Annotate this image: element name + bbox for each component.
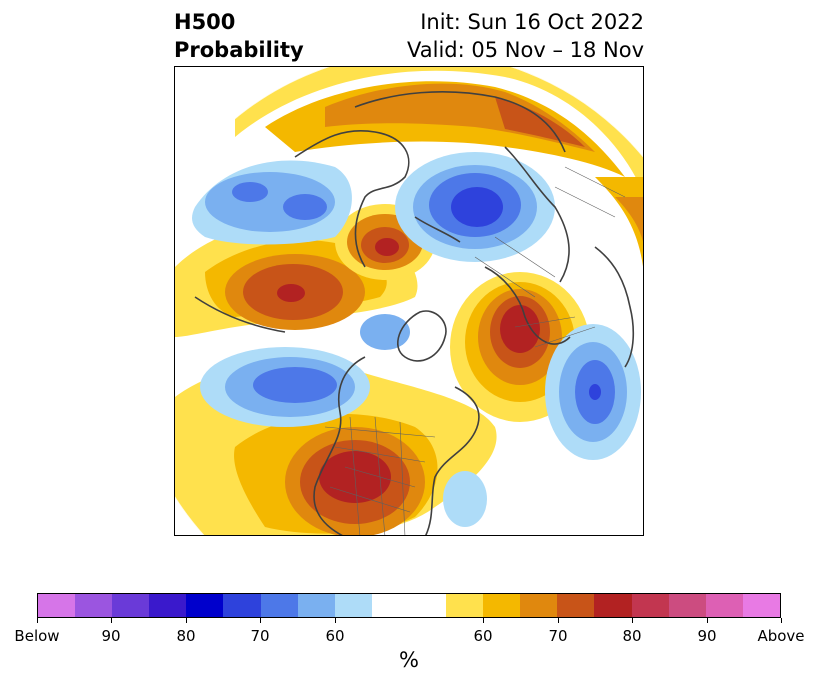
colorbar-cell xyxy=(149,594,187,617)
below-region-atlantic xyxy=(545,324,641,460)
colorbar-tick xyxy=(186,618,187,623)
colorbar-tick xyxy=(632,618,633,623)
colorbar-tick-label: 60 xyxy=(473,627,493,645)
colorbar-cell xyxy=(112,594,150,617)
colorbar-tick xyxy=(37,618,38,623)
colorbar-cell xyxy=(520,594,558,617)
colorbar-cell xyxy=(446,594,484,617)
colorbar-cell xyxy=(334,594,372,617)
map-panel xyxy=(174,66,644,536)
colorbar-cell xyxy=(38,594,76,617)
map-title: H500 Probability xyxy=(174,8,304,64)
colorbar-tick xyxy=(335,618,336,623)
colorbar-cell xyxy=(75,594,113,617)
colorbar-cell xyxy=(705,594,743,617)
colorbar-cell xyxy=(223,594,261,617)
colorbar-tick-label: 90 xyxy=(697,627,717,645)
colorbar-cell xyxy=(631,594,669,617)
colorbar-cell xyxy=(483,594,521,617)
valid-range: Valid: 05 Nov – 18 Nov xyxy=(407,38,644,62)
colorbar-cell xyxy=(742,594,780,617)
colorbar-tick xyxy=(558,618,559,623)
colorbar-tick xyxy=(781,618,782,623)
colorbar-cell xyxy=(186,594,224,617)
title-line-2: Probability xyxy=(174,38,304,62)
below-region-pacific xyxy=(200,314,410,427)
colorbar-tick-label: Above xyxy=(757,627,805,645)
colorbar-tick xyxy=(260,618,261,623)
borders xyxy=(324,166,626,535)
colorbar-tick-label: 60 xyxy=(325,627,345,645)
colorbar-tick xyxy=(707,618,708,623)
colorbar-tick xyxy=(111,618,112,623)
below-region-siberia xyxy=(395,152,555,262)
colorbar xyxy=(37,593,781,618)
colorbar-cell xyxy=(668,594,706,617)
anomaly-field xyxy=(175,67,643,535)
title-line-1: H500 xyxy=(174,10,236,34)
below-region-bering xyxy=(192,160,352,245)
init-date: Init: Sun 16 Oct 2022 xyxy=(420,10,644,34)
colorbar-cell xyxy=(260,594,298,617)
colorbar-cell xyxy=(297,594,335,617)
colorbar-tick-label: 80 xyxy=(176,627,196,645)
colorbar-tick-label: 90 xyxy=(101,627,121,645)
colorbar-cell xyxy=(408,594,447,617)
polar-map xyxy=(175,67,643,535)
colorbar-cell xyxy=(594,594,632,617)
below-region-subtropic xyxy=(443,471,487,527)
colorbar-cell xyxy=(557,594,595,617)
colorbar-label: % xyxy=(399,648,419,672)
map-dates: Init: Sun 16 Oct 2022 Valid: 05 Nov – 18… xyxy=(407,8,644,64)
colorbar-tick-label: Below xyxy=(14,627,60,645)
colorbar-tick-label: 80 xyxy=(622,627,642,645)
colorbar-cell xyxy=(371,594,409,617)
colorbar-tick xyxy=(483,618,484,623)
coastlines xyxy=(194,91,635,535)
above-region-east xyxy=(595,177,643,297)
colorbar-tick-label: 70 xyxy=(250,627,270,645)
colorbar-tick-label: 70 xyxy=(548,627,568,645)
